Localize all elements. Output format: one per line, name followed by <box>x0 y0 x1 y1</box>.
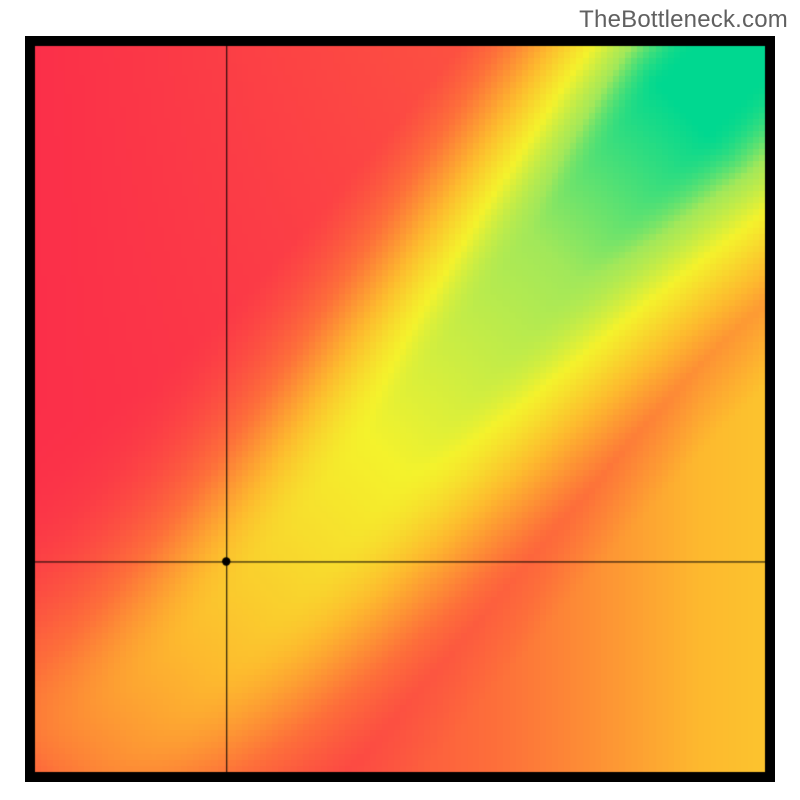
heatmap-canvas <box>25 36 775 782</box>
watermark-text: TheBottleneck.com <box>579 6 788 34</box>
heatmap-plot-area <box>25 36 775 782</box>
